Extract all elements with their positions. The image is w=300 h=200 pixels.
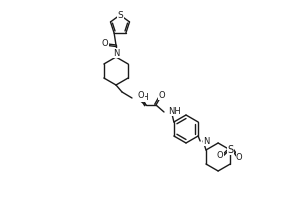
- Text: S: S: [227, 145, 233, 155]
- Text: S: S: [118, 10, 123, 20]
- Text: O: O: [217, 152, 224, 160]
- Text: NH: NH: [136, 92, 149, 102]
- Text: N: N: [203, 137, 209, 146]
- Text: O: O: [159, 90, 165, 99]
- Text: NH: NH: [168, 106, 181, 116]
- Text: N: N: [113, 48, 119, 58]
- Text: O: O: [138, 90, 144, 99]
- Text: O: O: [102, 38, 108, 47]
- Text: O: O: [236, 153, 243, 162]
